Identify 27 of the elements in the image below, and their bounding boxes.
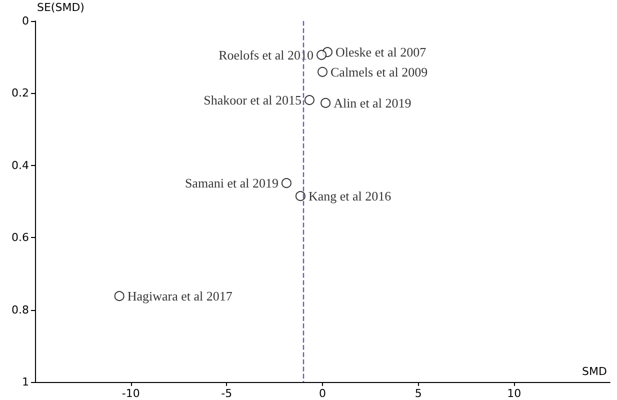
x-tick-label: 10 <box>507 387 522 400</box>
point <box>318 66 328 77</box>
x-tick-label: -5 <box>221 387 232 400</box>
x-tick-label: 5 <box>414 387 422 400</box>
annotation: Oleske et al 2007 <box>335 44 427 60</box>
x-tick-label: -10 <box>122 387 140 400</box>
point <box>295 191 306 202</box>
x-tick-label: 0 <box>319 387 326 400</box>
annotation: Kang et al 2016 <box>308 188 392 204</box>
y-tick-label: 1 <box>22 376 29 388</box>
point <box>281 178 292 188</box>
annotation: Calmels et al 2009 <box>330 64 428 80</box>
annotation: Samani et al 2019 <box>184 176 278 191</box>
y-axis-title: SE(SMD) <box>37 1 84 14</box>
point <box>316 50 327 60</box>
y-tick-label: 0.2 <box>12 86 29 100</box>
point <box>320 98 331 108</box>
y-tick-label: 0.6 <box>12 231 29 244</box>
y-tick-label: 0.4 <box>12 158 29 172</box>
y-tick-label: 0.8 <box>12 303 29 316</box>
y-tick-label: 0 <box>22 14 29 28</box>
point <box>304 95 314 106</box>
annotation: Hagiwara et al 2017 <box>127 288 233 304</box>
x-axis-title: SMD <box>582 365 608 378</box>
annotation: Shakoor et al 2015 <box>204 92 302 108</box>
point <box>114 291 124 302</box>
annotation: Alin et al 2019 <box>334 95 412 110</box>
